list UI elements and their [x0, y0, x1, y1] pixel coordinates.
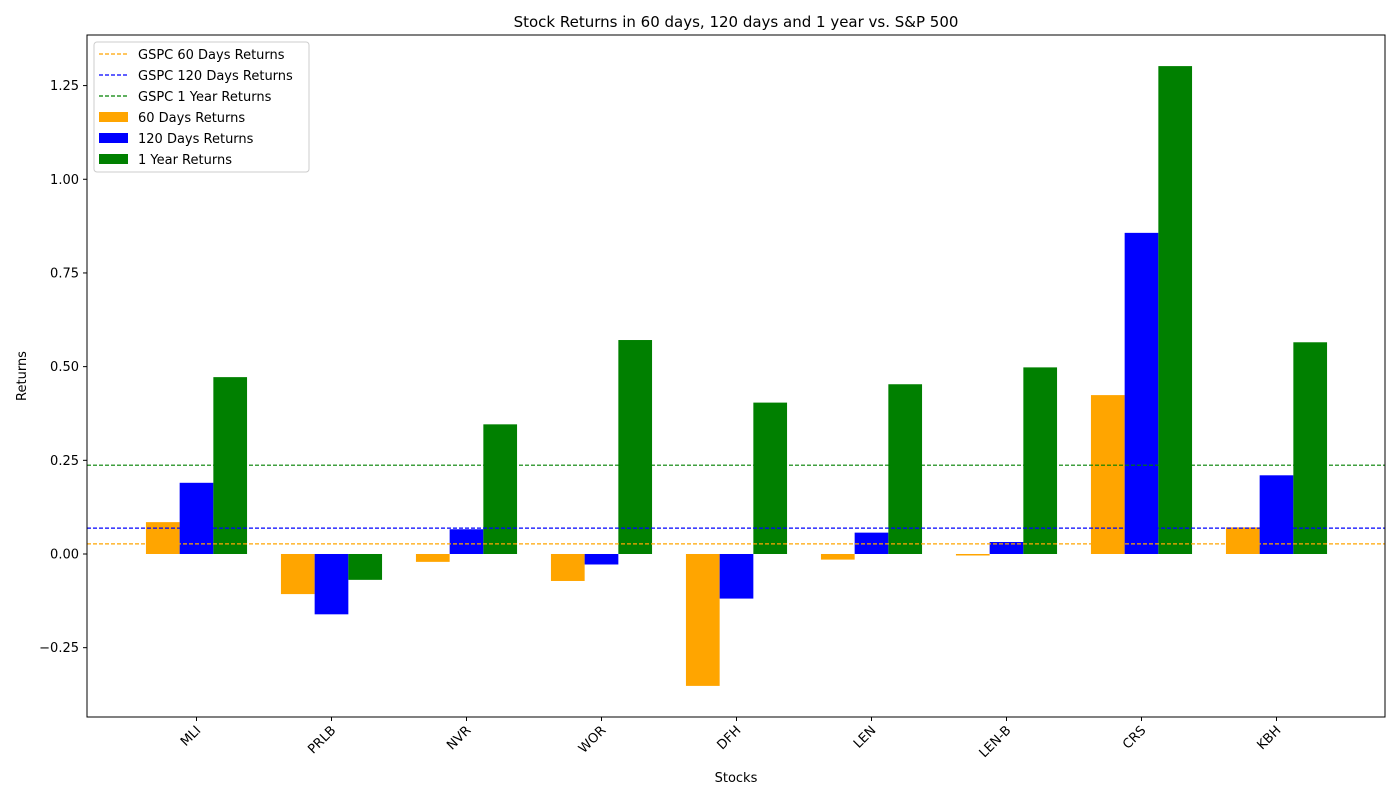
x-tick-label: WOR: [576, 723, 609, 756]
legend-swatch-bar: [99, 112, 128, 122]
y-tick-label: 0.00: [50, 547, 79, 562]
bar-dfh-series-2: [719, 553, 754, 599]
reference-lines: [87, 464, 1385, 545]
legend-entry: GSPC 120 Days Returns: [138, 69, 293, 84]
y-tick-label: 1.25: [50, 79, 79, 94]
y-tick-label: 0.75: [50, 266, 79, 281]
bar-len-b-series-1: [955, 553, 990, 556]
y-axis: −0.25 0.00 0.25 0.50 0.75 1.00 1.25: [39, 79, 87, 656]
x-tick-label: NVR: [444, 723, 474, 753]
bar-nvr-series-3: [483, 424, 518, 554]
x-tick-label: DFH: [714, 723, 744, 753]
y-tick-label: 0.25: [50, 454, 79, 469]
bar-crs-series-1: [1090, 395, 1125, 554]
bar-kbh-series-2: [1259, 475, 1294, 554]
x-tick-label: MLI: [178, 723, 204, 749]
legend: GSPC 60 Days Returns GSPC 120 Days Return…: [93, 41, 310, 173]
bar-mli-series-3: [213, 377, 248, 554]
legend-swatch-bar: [99, 154, 128, 164]
bar-wor-series-1: [550, 553, 585, 581]
x-tick-label: CRS: [1120, 723, 1149, 752]
bar-len-series-1: [820, 553, 855, 560]
legend-entry: 120 Days Returns: [138, 132, 254, 147]
bar-prlb-series-2: [314, 553, 349, 615]
bar-prlb-series-3: [348, 553, 383, 580]
bar-len-series-3: [888, 384, 923, 554]
x-tick-label: KBH: [1254, 723, 1284, 753]
x-tick-label: PRLB: [305, 723, 339, 757]
bar-len-series-2: [854, 532, 889, 554]
bar-len-b-series-2: [989, 542, 1024, 554]
legend-box: [93, 41, 310, 173]
bar-kbh-series-3: [1293, 342, 1328, 554]
bars-layer: [145, 66, 1328, 686]
bar-wor-series-2: [584, 553, 619, 565]
legend-entry: GSPC 1 Year Returns: [138, 90, 272, 105]
legend-entry: 1 Year Returns: [138, 153, 232, 168]
y-tick-label: −0.25: [39, 641, 79, 656]
bar-mli-series-1: [145, 522, 180, 554]
chart-title: Stock Returns in 60 days, 120 days and 1…: [514, 13, 959, 31]
y-tick-label: 1.00: [50, 173, 79, 188]
y-axis-label: Returns: [15, 351, 30, 401]
legend-swatch-bar: [99, 133, 128, 143]
bar-dfh-series-3: [753, 402, 788, 554]
legend-entry: 60 Days Returns: [138, 111, 245, 126]
bar-nvr-series-2: [449, 529, 484, 554]
bar-nvr-series-1: [415, 553, 450, 562]
bar-prlb-series-1: [280, 553, 315, 595]
bar-crs-series-2: [1124, 232, 1159, 554]
bar-wor-series-3: [618, 340, 653, 554]
bar-len-b-series-3: [1023, 367, 1058, 554]
x-axis: MLI PRLB NVR WOR DFH LEN LEN-B CRS KBH: [178, 717, 1284, 761]
legend-entry: GSPC 60 Days Returns: [138, 48, 285, 63]
bar-dfh-series-1: [685, 553, 720, 686]
y-tick-label: 0.50: [50, 360, 79, 375]
x-tick-label: LEN-B: [977, 723, 1015, 761]
x-tick-label: LEN: [851, 723, 879, 751]
bar-mli-series-2: [179, 482, 214, 554]
bar-crs-series-3: [1158, 66, 1193, 554]
bar-kbh-series-1: [1225, 527, 1260, 554]
x-axis-label: Stocks: [715, 771, 758, 786]
